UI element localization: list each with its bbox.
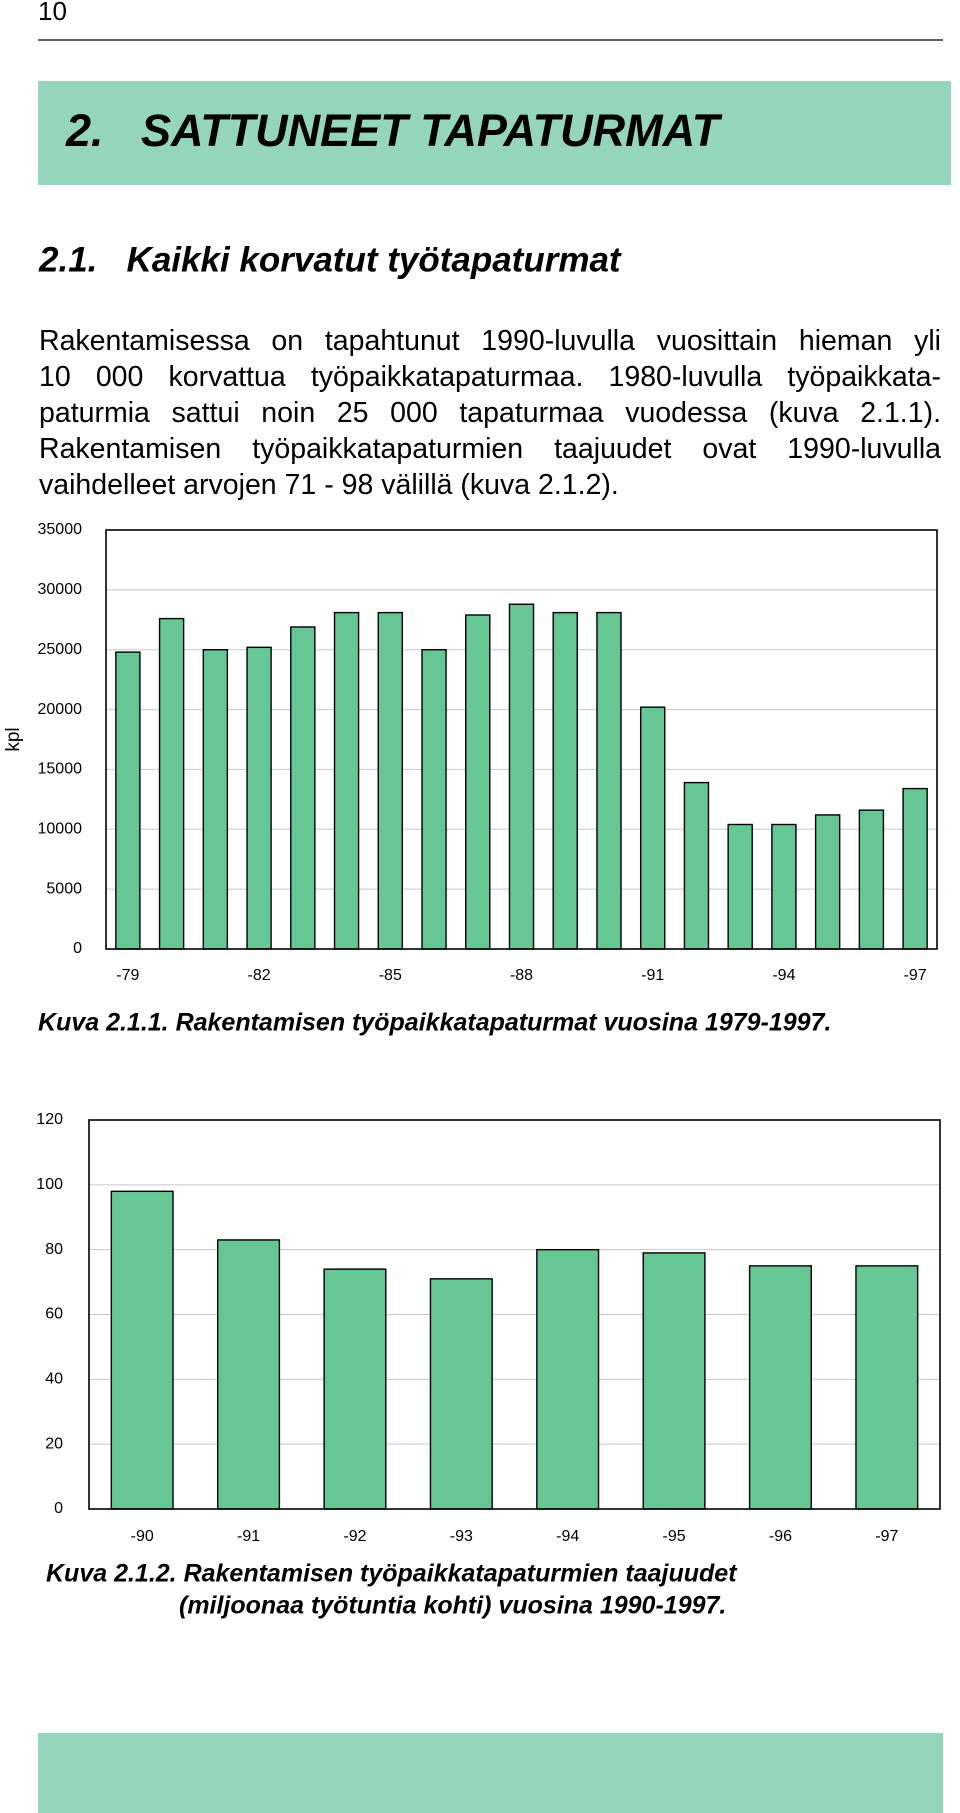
x-tick-label: -91	[237, 1528, 260, 1545]
bar	[333, 611, 360, 950]
caption: Kuva 2.1.2. Rakentamisen työpaikkatapatu…	[46, 1560, 738, 1588]
bar	[858, 809, 885, 950]
bar	[902, 787, 928, 950]
y-tick-label: 20000	[38, 701, 83, 718]
bar	[158, 617, 185, 950]
y-tick-label: 10000	[38, 821, 83, 838]
y-tick-label: 60	[45, 1306, 63, 1323]
bar	[290, 626, 316, 950]
footer-band	[38, 1733, 943, 1813]
y-tick-label: 40	[45, 1371, 63, 1388]
bar	[508, 603, 535, 950]
bar	[115, 651, 141, 950]
bar	[377, 611, 404, 950]
text-line: vaihdelleet arvojen 71 - 98 välillä (kuv…	[39, 469, 619, 501]
caption: (miljoonaa työtuntia kohti) vuosina 1990…	[179, 1592, 726, 1620]
plot-border	[88, 1119, 941, 1510]
y-tick-label: 0	[54, 1500, 63, 1517]
x-tick-label: -82	[248, 967, 271, 984]
x-tick-label: -90	[131, 1528, 154, 1545]
x-tick-label: -85	[379, 967, 402, 984]
bar	[639, 706, 666, 950]
bar	[771, 823, 797, 950]
x-tick-label: -97	[875, 1528, 898, 1545]
bar	[642, 1252, 706, 1510]
bar	[683, 781, 710, 950]
text-line: Rakentamisen työpaikkatapaturmien taajuu…	[39, 433, 941, 465]
x-tick-label: -79	[116, 967, 139, 984]
bar	[748, 1265, 812, 1510]
y-tick-label: 20	[45, 1435, 63, 1452]
page-number: 10	[38, 0, 67, 26]
x-tick-label: -93	[450, 1528, 473, 1545]
body-text: Rakentamisessa on tapahtunut 1990-luvull…	[39, 323, 941, 503]
x-tick-label: -92	[343, 1528, 366, 1545]
y-tick-label: 25000	[38, 641, 83, 658]
bar	[727, 823, 753, 950]
bar	[596, 611, 622, 950]
y-tick-label: 0	[73, 940, 82, 957]
bar	[202, 649, 229, 950]
y-tick-label: 120	[36, 1111, 63, 1128]
bar	[855, 1265, 919, 1510]
bar	[323, 1268, 387, 1510]
bar	[110, 1190, 174, 1510]
bar	[552, 611, 578, 950]
bar	[421, 649, 447, 950]
caption: Kuva 2.1.1. Rakentamisen työpaikkatapatu…	[38, 1009, 831, 1037]
plot-border	[105, 529, 938, 950]
section-title: 2. SATTUNEET TAPATURMAT	[65, 105, 723, 156]
y-tick-label: 5000	[46, 880, 82, 897]
x-tick-label: -94	[772, 967, 795, 984]
y-tick-label: 15000	[38, 761, 83, 778]
x-tick-label: -95	[663, 1528, 686, 1545]
bar	[465, 614, 491, 950]
text-line: paturmia sattui noin 25 000 tapaturmaa v…	[39, 397, 941, 429]
x-tick-label: -91	[641, 967, 664, 984]
section-band	[38, 81, 951, 185]
subsection-title: 2.1. Kaikki korvatut työtapaturmat	[38, 240, 622, 279]
text-line: Rakentamisessa on tapahtunut 1990-luvull…	[39, 325, 941, 357]
y-tick-label: 30000	[38, 581, 83, 598]
y-tick-label: 80	[45, 1241, 63, 1258]
text-line: 10 000 korvattua työpaikkatapaturmaa. 19…	[39, 361, 941, 393]
y-axis-label: kpl	[3, 727, 24, 751]
y-tick-label: 35000	[38, 521, 83, 538]
bar	[429, 1278, 493, 1510]
x-tick-label: -88	[510, 967, 533, 984]
bar	[814, 814, 841, 950]
x-tick-label: -97	[904, 967, 927, 984]
y-tick-label: 100	[36, 1176, 63, 1193]
x-tick-label: -96	[769, 1528, 792, 1545]
x-tick-label: -94	[556, 1528, 579, 1545]
bar	[246, 646, 272, 950]
bar	[536, 1248, 600, 1510]
bar	[217, 1239, 281, 1510]
